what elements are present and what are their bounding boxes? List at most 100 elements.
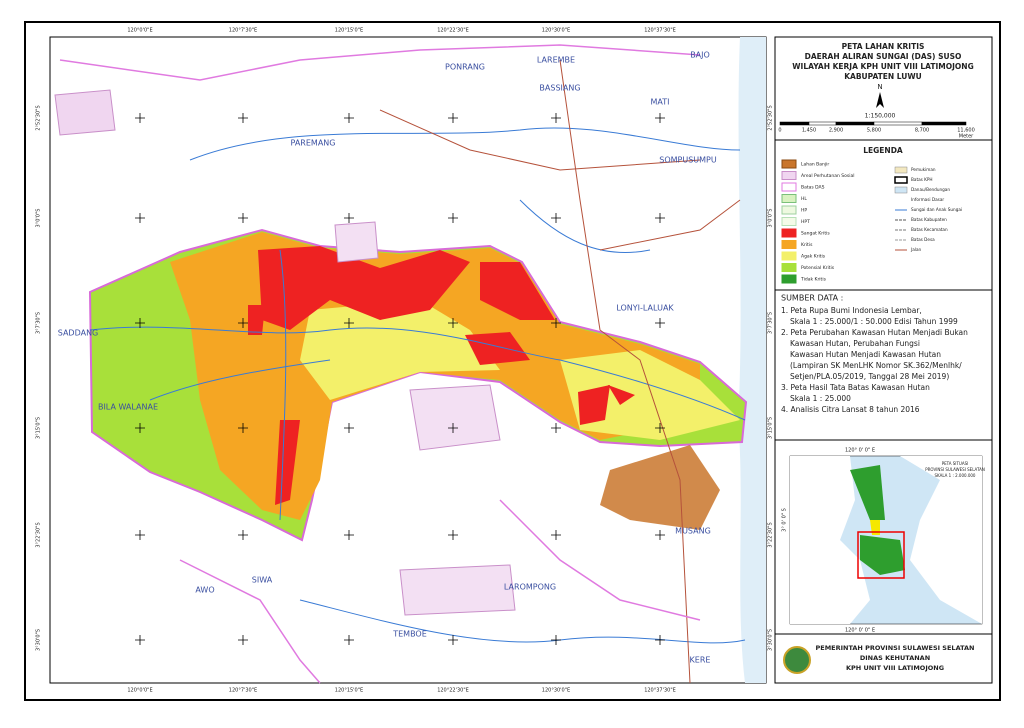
legend-swatch [781, 171, 797, 180]
lon-label: 120°22'30"E [437, 28, 469, 34]
lat-label: 3°30'0"S [36, 629, 42, 651]
roads [379, 59, 741, 684]
lat-label: 3°0'0"S [36, 209, 42, 228]
inset-lat: 3° 0' 0" S [782, 508, 788, 532]
grid-cross [135, 318, 145, 328]
legend-label: HPT [801, 219, 810, 225]
title-line: WILAYAH KERJA KPH UNIT VIII LATIMOJONG [792, 62, 973, 71]
lat-label: 3°15'0"S [768, 417, 774, 439]
lon-label: 120°30'0"E [542, 688, 570, 694]
place-label: AWO [195, 586, 214, 595]
grid-cross [551, 318, 561, 328]
legend-swatch [894, 166, 908, 174]
place-label: MUSANG [675, 527, 711, 536]
grid-cross [551, 635, 561, 645]
title-line: KABUPATEN LUWU [844, 72, 922, 81]
lon-label: 120°7'30"E [229, 688, 257, 694]
legend-label: Areal Perhutanan Sosial [801, 173, 854, 179]
scale-label: 11,600 [957, 128, 975, 134]
grid-cross [448, 113, 458, 123]
legend-label: Batas Kabupaten [911, 217, 947, 222]
grid-cross [655, 530, 665, 540]
sangat-kritis-zone [248, 246, 635, 505]
legend-label: Pemukiman [911, 167, 936, 172]
place-label: SOMPUSUMPU [659, 156, 717, 165]
place-label: BAJO [690, 51, 710, 60]
legend-swatch [781, 194, 797, 203]
graticule [135, 113, 665, 645]
place-label: PONRANG [445, 63, 485, 72]
grid-cross [655, 318, 665, 328]
legend-swatch [781, 228, 797, 238]
lat-label: 2°52'30"S [768, 105, 774, 130]
grid-cross [344, 318, 354, 328]
legend-label: Tidak Kritis [800, 277, 827, 283]
grid-cross [655, 635, 665, 645]
place-label: SADDANG [58, 329, 99, 338]
lat-label: 2°52'30"S [36, 105, 42, 130]
scale-label: 2,900 [829, 128, 843, 134]
footer-line: PEMERINTAH PROVINSI SULAWESI SELATAN [815, 644, 974, 652]
admin-boundaries [59, 44, 701, 684]
social-forestry-areas [54, 89, 516, 616]
scale-segment [835, 121, 875, 126]
scale-unit: Meter [959, 134, 974, 140]
legend-label: Batas Kecamatan [911, 227, 948, 232]
source-line: 3. Peta Hasil Tata Batas Kawasan Hutan [781, 383, 930, 392]
legend-label: HL [801, 196, 807, 202]
grid-cross [344, 423, 354, 433]
legend-label: Batas KPH [911, 177, 933, 182]
legend-label: Lahan Banjir [801, 162, 829, 168]
place-label: LONYI-LALUAK [616, 304, 674, 313]
lat-label: 3°7'30"S [36, 312, 42, 334]
scale-label: 0 [778, 128, 781, 134]
title-line: DAERAH ALIRAN SUNGAI (DAS) SUSO [805, 52, 962, 61]
lat-label: 3°0'0"S [768, 209, 774, 228]
grid-cross [448, 423, 458, 433]
footer-line: DINAS KEHUTANAN [860, 654, 930, 662]
inset-lon: 120° 0' 0" E [845, 448, 875, 454]
source-line: 1. Peta Rupa Bumi Indonesia Lembar, [781, 306, 922, 315]
grid-cross [344, 213, 354, 223]
lon-label: 120°15'0"E [335, 688, 363, 694]
grid-cross [448, 635, 458, 645]
grid-cross [238, 423, 248, 433]
sea [738, 37, 766, 683]
legend-swatch [781, 205, 797, 215]
legend-swatch [781, 182, 797, 192]
grid-cross [238, 635, 248, 645]
legend-swatch [894, 186, 908, 194]
place-label: SIWA [252, 576, 273, 585]
lat-label: 3°22'30"S [36, 522, 42, 547]
legend-swatch [894, 176, 908, 184]
place-label: TEMBOE [392, 630, 427, 639]
inset-lon: 120° 0' 0" E [845, 628, 875, 634]
grid-cross [655, 113, 665, 123]
place-label: MATI [651, 98, 670, 107]
grid-cross [135, 213, 145, 223]
source-line: Kawasan Hutan Menjadi Kawasan Hutan [790, 350, 941, 359]
sources-heading: SUMBER DATA : [781, 294, 843, 303]
scale-ratio: 1:150,000 [865, 113, 896, 120]
grid-cross [135, 113, 145, 123]
lon-label: 120°0'0"E [127, 688, 152, 694]
map-content [54, 37, 766, 684]
scale-segment [873, 121, 923, 126]
footer-line: KPH UNIT VIII LATIMOJONG [846, 664, 944, 672]
grid-cross [655, 213, 665, 223]
lon-label: 120°30'0"E [542, 28, 570, 34]
lat-label: 3°15'0"S [36, 417, 42, 439]
lat-label: 3°22'30"S [768, 522, 774, 547]
inset-title: PROVINSI SULAWESI SELATAN [925, 467, 985, 472]
grid-cross [655, 423, 665, 433]
source-line: Kawasan Hutan, Perubahan Fungsi [790, 339, 920, 348]
north-arrow [876, 92, 884, 108]
source-line: 2. Peta Perubahan Kawasan Hutan Menjadi … [781, 328, 968, 337]
lon-label: 120°37'30"E [644, 688, 676, 694]
legend-label: Jalan [910, 247, 922, 252]
grid-cross [135, 635, 145, 645]
grid-cross [238, 113, 248, 123]
legend-title: LEGENDA [863, 146, 903, 155]
source-line: Setjen/PLA.05/2019, Tanggal 28 Mei 2019) [790, 372, 949, 381]
